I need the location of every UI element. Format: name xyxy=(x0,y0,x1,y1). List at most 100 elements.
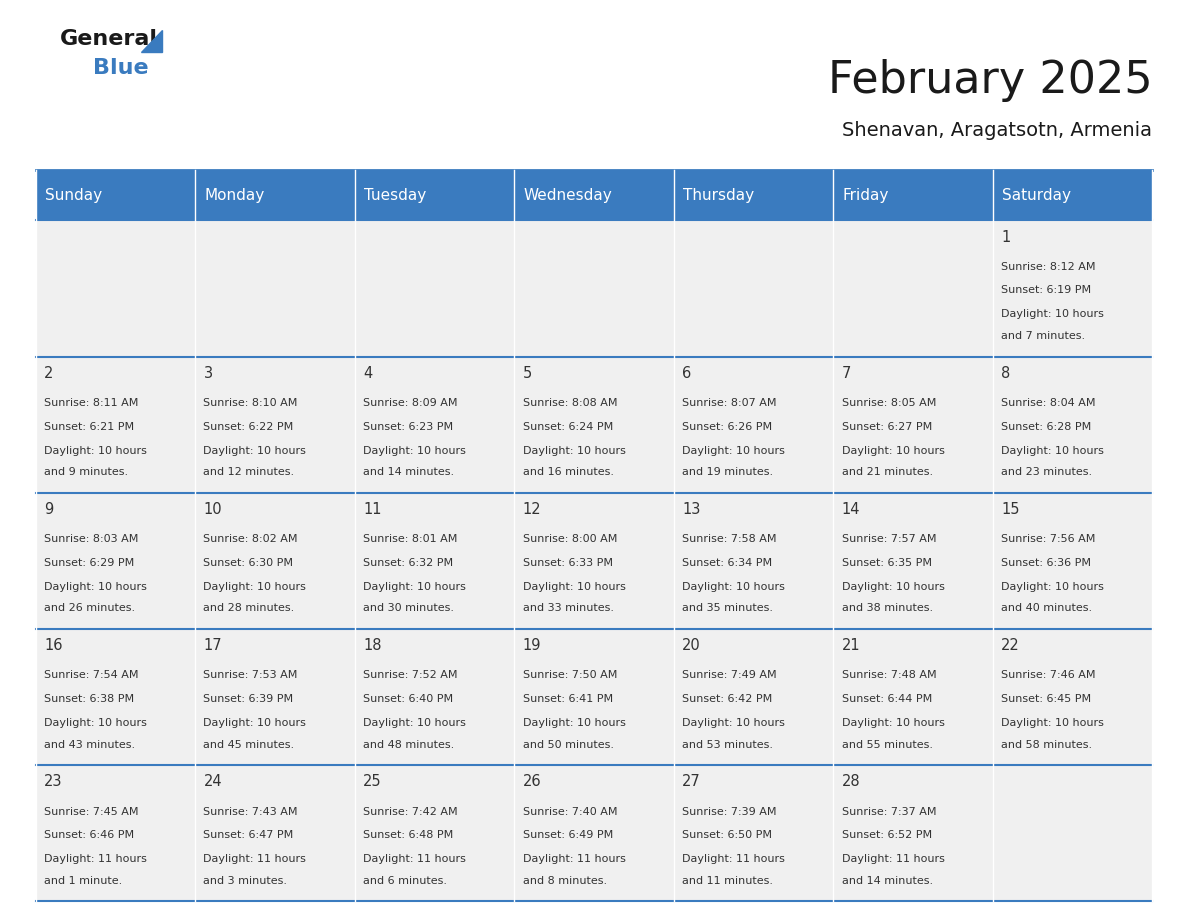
Text: Sunset: 6:38 PM: Sunset: 6:38 PM xyxy=(44,694,134,704)
FancyBboxPatch shape xyxy=(36,356,195,493)
Text: Sunrise: 7:40 AM: Sunrise: 7:40 AM xyxy=(523,807,617,816)
Text: Sunrise: 7:42 AM: Sunrise: 7:42 AM xyxy=(364,807,457,816)
Text: 11: 11 xyxy=(364,502,381,517)
FancyBboxPatch shape xyxy=(195,493,355,629)
Text: 13: 13 xyxy=(682,502,701,517)
Text: Sunrise: 7:58 AM: Sunrise: 7:58 AM xyxy=(682,534,777,544)
Text: and 6 minutes.: and 6 minutes. xyxy=(364,876,447,886)
Text: Daylight: 10 hours: Daylight: 10 hours xyxy=(523,445,625,455)
FancyBboxPatch shape xyxy=(674,220,833,356)
Text: Sunset: 6:50 PM: Sunset: 6:50 PM xyxy=(682,831,772,840)
Text: 26: 26 xyxy=(523,775,542,789)
Text: Sunset: 6:27 PM: Sunset: 6:27 PM xyxy=(841,421,931,431)
Text: Sunset: 6:45 PM: Sunset: 6:45 PM xyxy=(1001,694,1092,704)
FancyBboxPatch shape xyxy=(674,629,833,766)
Text: and 8 minutes.: and 8 minutes. xyxy=(523,876,607,886)
Text: Daylight: 10 hours: Daylight: 10 hours xyxy=(364,718,466,728)
Text: Sunset: 6:35 PM: Sunset: 6:35 PM xyxy=(841,558,931,568)
Text: Shenavan, Aragatsotn, Armenia: Shenavan, Aragatsotn, Armenia xyxy=(842,121,1152,140)
Text: Daylight: 11 hours: Daylight: 11 hours xyxy=(841,855,944,864)
FancyBboxPatch shape xyxy=(195,220,355,356)
Text: Daylight: 10 hours: Daylight: 10 hours xyxy=(523,582,625,592)
Text: Sunrise: 8:08 AM: Sunrise: 8:08 AM xyxy=(523,397,617,408)
Text: Daylight: 10 hours: Daylight: 10 hours xyxy=(841,445,944,455)
Text: Sunset: 6:24 PM: Sunset: 6:24 PM xyxy=(523,421,613,431)
FancyBboxPatch shape xyxy=(36,766,195,901)
Text: 18: 18 xyxy=(364,638,381,654)
Text: 10: 10 xyxy=(203,502,222,517)
Text: February 2025: February 2025 xyxy=(828,60,1152,102)
Text: 2: 2 xyxy=(44,365,53,381)
Text: 20: 20 xyxy=(682,638,701,654)
Text: and 40 minutes.: and 40 minutes. xyxy=(1001,603,1092,613)
Text: Wednesday: Wednesday xyxy=(524,187,613,203)
Text: Daylight: 10 hours: Daylight: 10 hours xyxy=(203,445,307,455)
Text: and 26 minutes.: and 26 minutes. xyxy=(44,603,135,613)
Text: 5: 5 xyxy=(523,365,532,381)
FancyBboxPatch shape xyxy=(355,766,514,901)
FancyBboxPatch shape xyxy=(993,220,1152,356)
Text: and 1 minute.: and 1 minute. xyxy=(44,876,122,886)
Text: Sunrise: 7:49 AM: Sunrise: 7:49 AM xyxy=(682,670,777,680)
Text: Sunset: 6:29 PM: Sunset: 6:29 PM xyxy=(44,558,134,568)
Text: Sunrise: 7:37 AM: Sunrise: 7:37 AM xyxy=(841,807,936,816)
Text: and 14 minutes.: and 14 minutes. xyxy=(841,876,933,886)
Text: Daylight: 10 hours: Daylight: 10 hours xyxy=(364,582,466,592)
Text: Sunset: 6:28 PM: Sunset: 6:28 PM xyxy=(1001,421,1092,431)
Text: 24: 24 xyxy=(203,775,222,789)
Text: and 11 minutes.: and 11 minutes. xyxy=(682,876,773,886)
Text: Daylight: 10 hours: Daylight: 10 hours xyxy=(1001,582,1104,592)
Text: and 28 minutes.: and 28 minutes. xyxy=(203,603,295,613)
FancyBboxPatch shape xyxy=(36,170,1152,220)
FancyBboxPatch shape xyxy=(36,629,195,766)
FancyBboxPatch shape xyxy=(514,629,674,766)
Text: and 48 minutes.: and 48 minutes. xyxy=(364,740,454,749)
Text: Sunset: 6:21 PM: Sunset: 6:21 PM xyxy=(44,421,134,431)
Text: Sunrise: 8:05 AM: Sunrise: 8:05 AM xyxy=(841,397,936,408)
Text: Blue: Blue xyxy=(93,58,148,78)
FancyBboxPatch shape xyxy=(993,356,1152,493)
Text: 6: 6 xyxy=(682,365,691,381)
FancyBboxPatch shape xyxy=(195,629,355,766)
Text: Friday: Friday xyxy=(842,187,889,203)
Text: Daylight: 10 hours: Daylight: 10 hours xyxy=(364,445,466,455)
FancyBboxPatch shape xyxy=(355,356,514,493)
Text: Sunrise: 7:56 AM: Sunrise: 7:56 AM xyxy=(1001,534,1095,544)
Text: 8: 8 xyxy=(1001,365,1011,381)
FancyBboxPatch shape xyxy=(833,766,993,901)
Text: 25: 25 xyxy=(364,775,381,789)
Text: Thursday: Thursday xyxy=(683,187,754,203)
FancyBboxPatch shape xyxy=(833,220,993,356)
Text: 21: 21 xyxy=(841,638,860,654)
Text: and 16 minutes.: and 16 minutes. xyxy=(523,467,613,477)
Text: 9: 9 xyxy=(44,502,53,517)
Text: and 58 minutes.: and 58 minutes. xyxy=(1001,740,1092,749)
FancyBboxPatch shape xyxy=(36,493,195,629)
Text: and 55 minutes.: and 55 minutes. xyxy=(841,740,933,749)
Text: Sunset: 6:33 PM: Sunset: 6:33 PM xyxy=(523,558,613,568)
Text: Sunset: 6:49 PM: Sunset: 6:49 PM xyxy=(523,831,613,840)
Text: Daylight: 10 hours: Daylight: 10 hours xyxy=(841,582,944,592)
Text: 22: 22 xyxy=(1001,638,1019,654)
Text: and 9 minutes.: and 9 minutes. xyxy=(44,467,128,477)
Text: 12: 12 xyxy=(523,502,542,517)
Text: and 23 minutes.: and 23 minutes. xyxy=(1001,467,1092,477)
FancyBboxPatch shape xyxy=(993,766,1152,901)
FancyBboxPatch shape xyxy=(36,220,195,356)
Text: Daylight: 10 hours: Daylight: 10 hours xyxy=(682,445,785,455)
Text: 28: 28 xyxy=(841,775,860,789)
Text: Sunrise: 7:39 AM: Sunrise: 7:39 AM xyxy=(682,807,777,816)
FancyBboxPatch shape xyxy=(195,356,355,493)
FancyBboxPatch shape xyxy=(833,629,993,766)
Text: Sunrise: 8:11 AM: Sunrise: 8:11 AM xyxy=(44,397,138,408)
Text: Sunset: 6:48 PM: Sunset: 6:48 PM xyxy=(364,831,454,840)
Text: 1: 1 xyxy=(1001,230,1011,244)
Text: Sunrise: 7:50 AM: Sunrise: 7:50 AM xyxy=(523,670,617,680)
Text: Sunset: 6:40 PM: Sunset: 6:40 PM xyxy=(364,694,453,704)
Text: Sunrise: 7:46 AM: Sunrise: 7:46 AM xyxy=(1001,670,1095,680)
Text: 27: 27 xyxy=(682,775,701,789)
FancyBboxPatch shape xyxy=(355,493,514,629)
FancyBboxPatch shape xyxy=(514,493,674,629)
Text: Sunday: Sunday xyxy=(45,187,102,203)
Text: Daylight: 11 hours: Daylight: 11 hours xyxy=(44,855,147,864)
